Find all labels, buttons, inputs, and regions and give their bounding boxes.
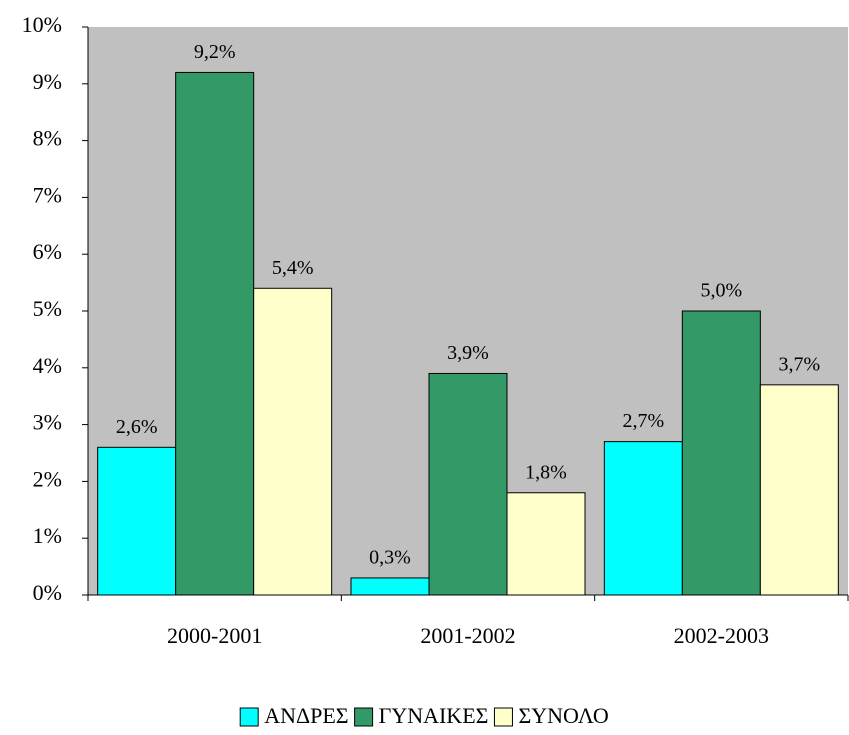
y-tick-label: 0% <box>33 580 62 605</box>
x-tick-label: 2002-2003 <box>674 623 769 648</box>
x-tick-label: 2000-2001 <box>167 623 262 648</box>
y-tick-label: 3% <box>33 410 62 435</box>
y-tick-label: 10% <box>22 12 62 37</box>
bar <box>603 441 683 596</box>
y-tick-label: 1% <box>33 523 62 548</box>
legend-swatch <box>493 707 513 727</box>
bar <box>175 71 255 596</box>
data-label: 3,7% <box>778 353 820 375</box>
data-label: 1,8% <box>525 461 567 483</box>
bar <box>428 372 508 596</box>
bar <box>506 492 586 596</box>
y-tick-label: 9% <box>33 69 62 94</box>
data-label: 9,2% <box>194 41 236 63</box>
legend-swatch <box>239 707 259 727</box>
data-label: 3,9% <box>447 342 489 364</box>
bar <box>350 577 430 596</box>
y-tick-label: 2% <box>33 466 62 491</box>
bar <box>97 446 177 596</box>
data-label: 5,0% <box>700 280 742 302</box>
y-tick-label: 4% <box>33 353 62 378</box>
x-tick-label: 2001-2002 <box>420 623 515 648</box>
legend-label: ΣΥΝΟΛΟ <box>518 703 608 728</box>
data-label: 5,4% <box>272 257 314 279</box>
legend-swatch <box>354 707 374 727</box>
data-label: 2,7% <box>622 410 664 432</box>
legend-label: ΓΥΝΑΙΚΕΣ <box>379 703 489 728</box>
y-tick-label: 6% <box>33 239 62 264</box>
y-tick-label: 8% <box>33 126 62 151</box>
bar <box>759 384 839 596</box>
bar <box>681 310 761 596</box>
legend-label: ΑΝΔΡΕΣ <box>264 703 348 728</box>
y-tick-label: 5% <box>33 296 62 321</box>
data-label: 0,3% <box>369 547 411 569</box>
y-tick-label: 7% <box>33 182 62 207</box>
bar <box>253 287 333 596</box>
data-label: 2,6% <box>116 416 158 438</box>
